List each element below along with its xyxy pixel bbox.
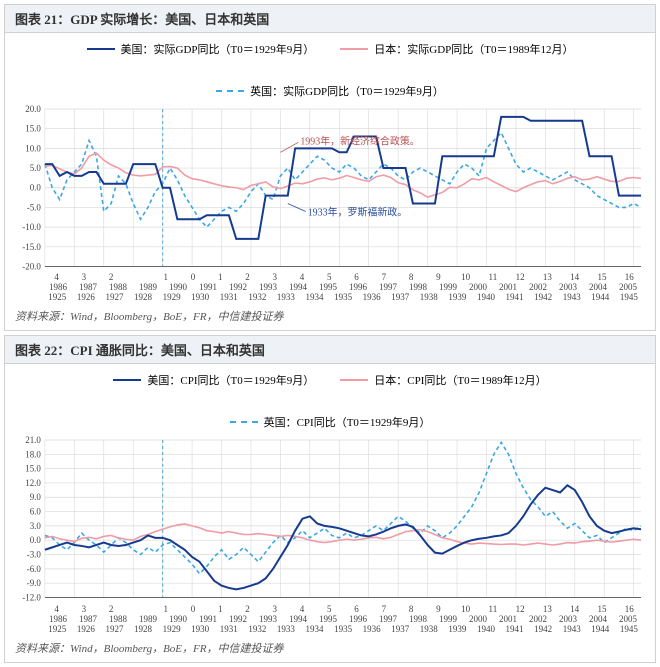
legend-jp: 日本：实际GDP同比（T0＝1989年12月）	[340, 41, 573, 57]
legend-us: 美国：实际GDP同比（T0＝1929年9月）	[87, 41, 315, 57]
svg-text:3.0: 3.0	[30, 521, 42, 531]
svg-text:18.0: 18.0	[25, 450, 41, 460]
svg-text:1993年，新经济综合政策。: 1993年，新经济综合政策。	[300, 134, 419, 147]
svg-text:-15.0: -15.0	[22, 242, 41, 252]
svg-text:-9.0: -9.0	[27, 579, 42, 589]
legend: 美国：实际GDP同比（T0＝1929年9月） 日本：实际GDP同比（T0＝198…	[11, 41, 649, 99]
legend: 美国：CPI同比（T0＝1929年9月） 日本：CPI同比（T0＝1989年12…	[11, 372, 649, 430]
svg-text:0.0: 0.0	[30, 183, 42, 193]
svg-text:12.0: 12.0	[25, 478, 41, 488]
panel-title: 图表 21：GDP 实际增长：美国、日本和英国	[5, 5, 655, 33]
svg-text:20.0: 20.0	[25, 104, 41, 114]
chart-area: 美国：CPI同比（T0＝1929年9月） 日本：CPI同比（T0＝1989年12…	[5, 364, 655, 635]
gdp-panel: 图表 21：GDP 实际增长：美国、日本和英国 美国：实际GDP同比（T0＝19…	[4, 4, 656, 331]
xaxis-us-uk-years: 1925192619271928192919301931193219331934…	[11, 624, 649, 634]
panel-title: 图表 22：CPI 通胀同比：美国、日本和英国	[5, 336, 655, 364]
legend-us: 美国：CPI同比（T0＝1929年9月）	[113, 372, 314, 388]
svg-text:15.0: 15.0	[25, 464, 41, 474]
svg-text:-20.0: -20.0	[22, 261, 41, 271]
legend-uk: 英国：实际GDP同比（T0＝1929年9月）	[216, 83, 444, 99]
xaxis-japan-years: 1986198719881989199019911992199319941995…	[11, 282, 649, 292]
svg-text:21.0: 21.0	[25, 435, 41, 445]
svg-text:-6.0: -6.0	[27, 564, 42, 574]
svg-text:5.0: 5.0	[30, 163, 42, 173]
legend-jp: 日本：CPI同比（T0＝1989年12月）	[340, 372, 546, 388]
chart-area: 美国：实际GDP同比（T0＝1929年9月） 日本：实际GDP同比（T0＝198…	[5, 33, 655, 304]
svg-text:9.0: 9.0	[30, 493, 42, 503]
svg-text:10.0: 10.0	[25, 143, 41, 153]
xaxis-japan-years: 1986198719881989199019911992199319941995…	[11, 614, 649, 624]
cpi-line-chart: -12.0 -9.0 -6.0 -3.0 0.0 3.0 6.0 9.0 12.0 15.0 18.…	[11, 434, 649, 603]
svg-text:-5.0: -5.0	[27, 202, 42, 212]
svg-text:-3.0: -3.0	[27, 550, 42, 560]
cpi-panel: 图表 22：CPI 通胀同比：美国、日本和英国 美国：CPI同比（T0＝1929…	[4, 335, 656, 662]
svg-text:1933年，罗斯福新政。: 1933年，罗斯福新政。	[308, 205, 408, 218]
svg-text:-12.0: -12.0	[22, 593, 41, 603]
svg-text:6.0: 6.0	[30, 507, 42, 517]
svg-text:15.0: 15.0	[25, 124, 41, 134]
svg-text:-10.0: -10.0	[22, 222, 41, 232]
xaxis-offsets: 4321012345678910111213141516	[11, 272, 649, 282]
legend-uk: 英国：CPI同比（T0＝1929年9月）	[230, 414, 431, 430]
source-text: 资料来源：Wind，Bloomberg，BoE，FR，中信建投证券	[5, 304, 655, 330]
gdp-line-chart: -20.0 -15.0 -10.0 -5.0 0.0 5.0 10.0 15.0 20.0 199…	[11, 103, 649, 272]
xaxis-us-uk-years: 1925192619271928192919301931193219331934…	[11, 292, 649, 302]
svg-text:0.0: 0.0	[30, 536, 42, 546]
source-text: 资料来源：Wind，Bloomberg，BoE，FR，中信建投证券	[5, 636, 655, 662]
